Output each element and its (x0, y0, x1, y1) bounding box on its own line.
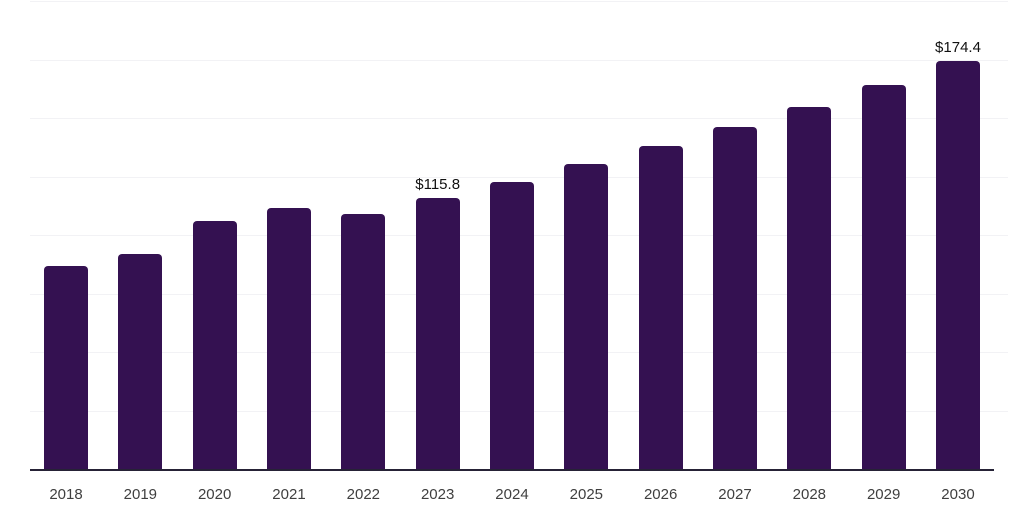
bar-2025 (564, 164, 609, 469)
x-tick-2028: 2028 (792, 486, 827, 503)
bar-2026 (638, 146, 683, 469)
bar-2028 (787, 106, 832, 469)
x-tick-2020: 2020 (197, 486, 232, 503)
x-tick-2024: 2024 (495, 486, 529, 503)
x-axis-line (30, 469, 994, 471)
x-tick-2023: 2023 (420, 486, 455, 503)
bar-2019 (118, 253, 163, 469)
bar-2029 (861, 84, 906, 469)
bar-2020 (192, 221, 237, 469)
x-tick-2019: 2019 (123, 486, 158, 503)
x-tick-2030: 2030 (941, 486, 975, 503)
x-tick-2018: 2018 (49, 486, 83, 503)
bar-2022 (341, 213, 386, 469)
bar-2030 (935, 60, 980, 469)
x-tick-2022: 2022 (346, 486, 381, 503)
gridline-175 (30, 60, 1008, 61)
x-tick-2026: 2026 (643, 486, 678, 503)
bar-2027 (712, 126, 757, 469)
bar-2024 (489, 182, 534, 469)
x-tick-2025: 2025 (569, 486, 604, 503)
gridline-125 (30, 177, 1008, 178)
bar-2018 (44, 265, 88, 469)
x-tick-2029: 2029 (866, 486, 901, 503)
gridline-200 (30, 1, 1008, 2)
value-label-2030: $174.4 (935, 38, 981, 56)
gridline-150 (30, 118, 1008, 119)
x-tick-2027: 2027 (718, 486, 752, 503)
x-tick-2021: 2021 (272, 486, 306, 503)
value-label-2023: $115.8 (415, 176, 461, 194)
bar-2021 (266, 208, 311, 469)
bar-2023 (415, 198, 460, 469)
